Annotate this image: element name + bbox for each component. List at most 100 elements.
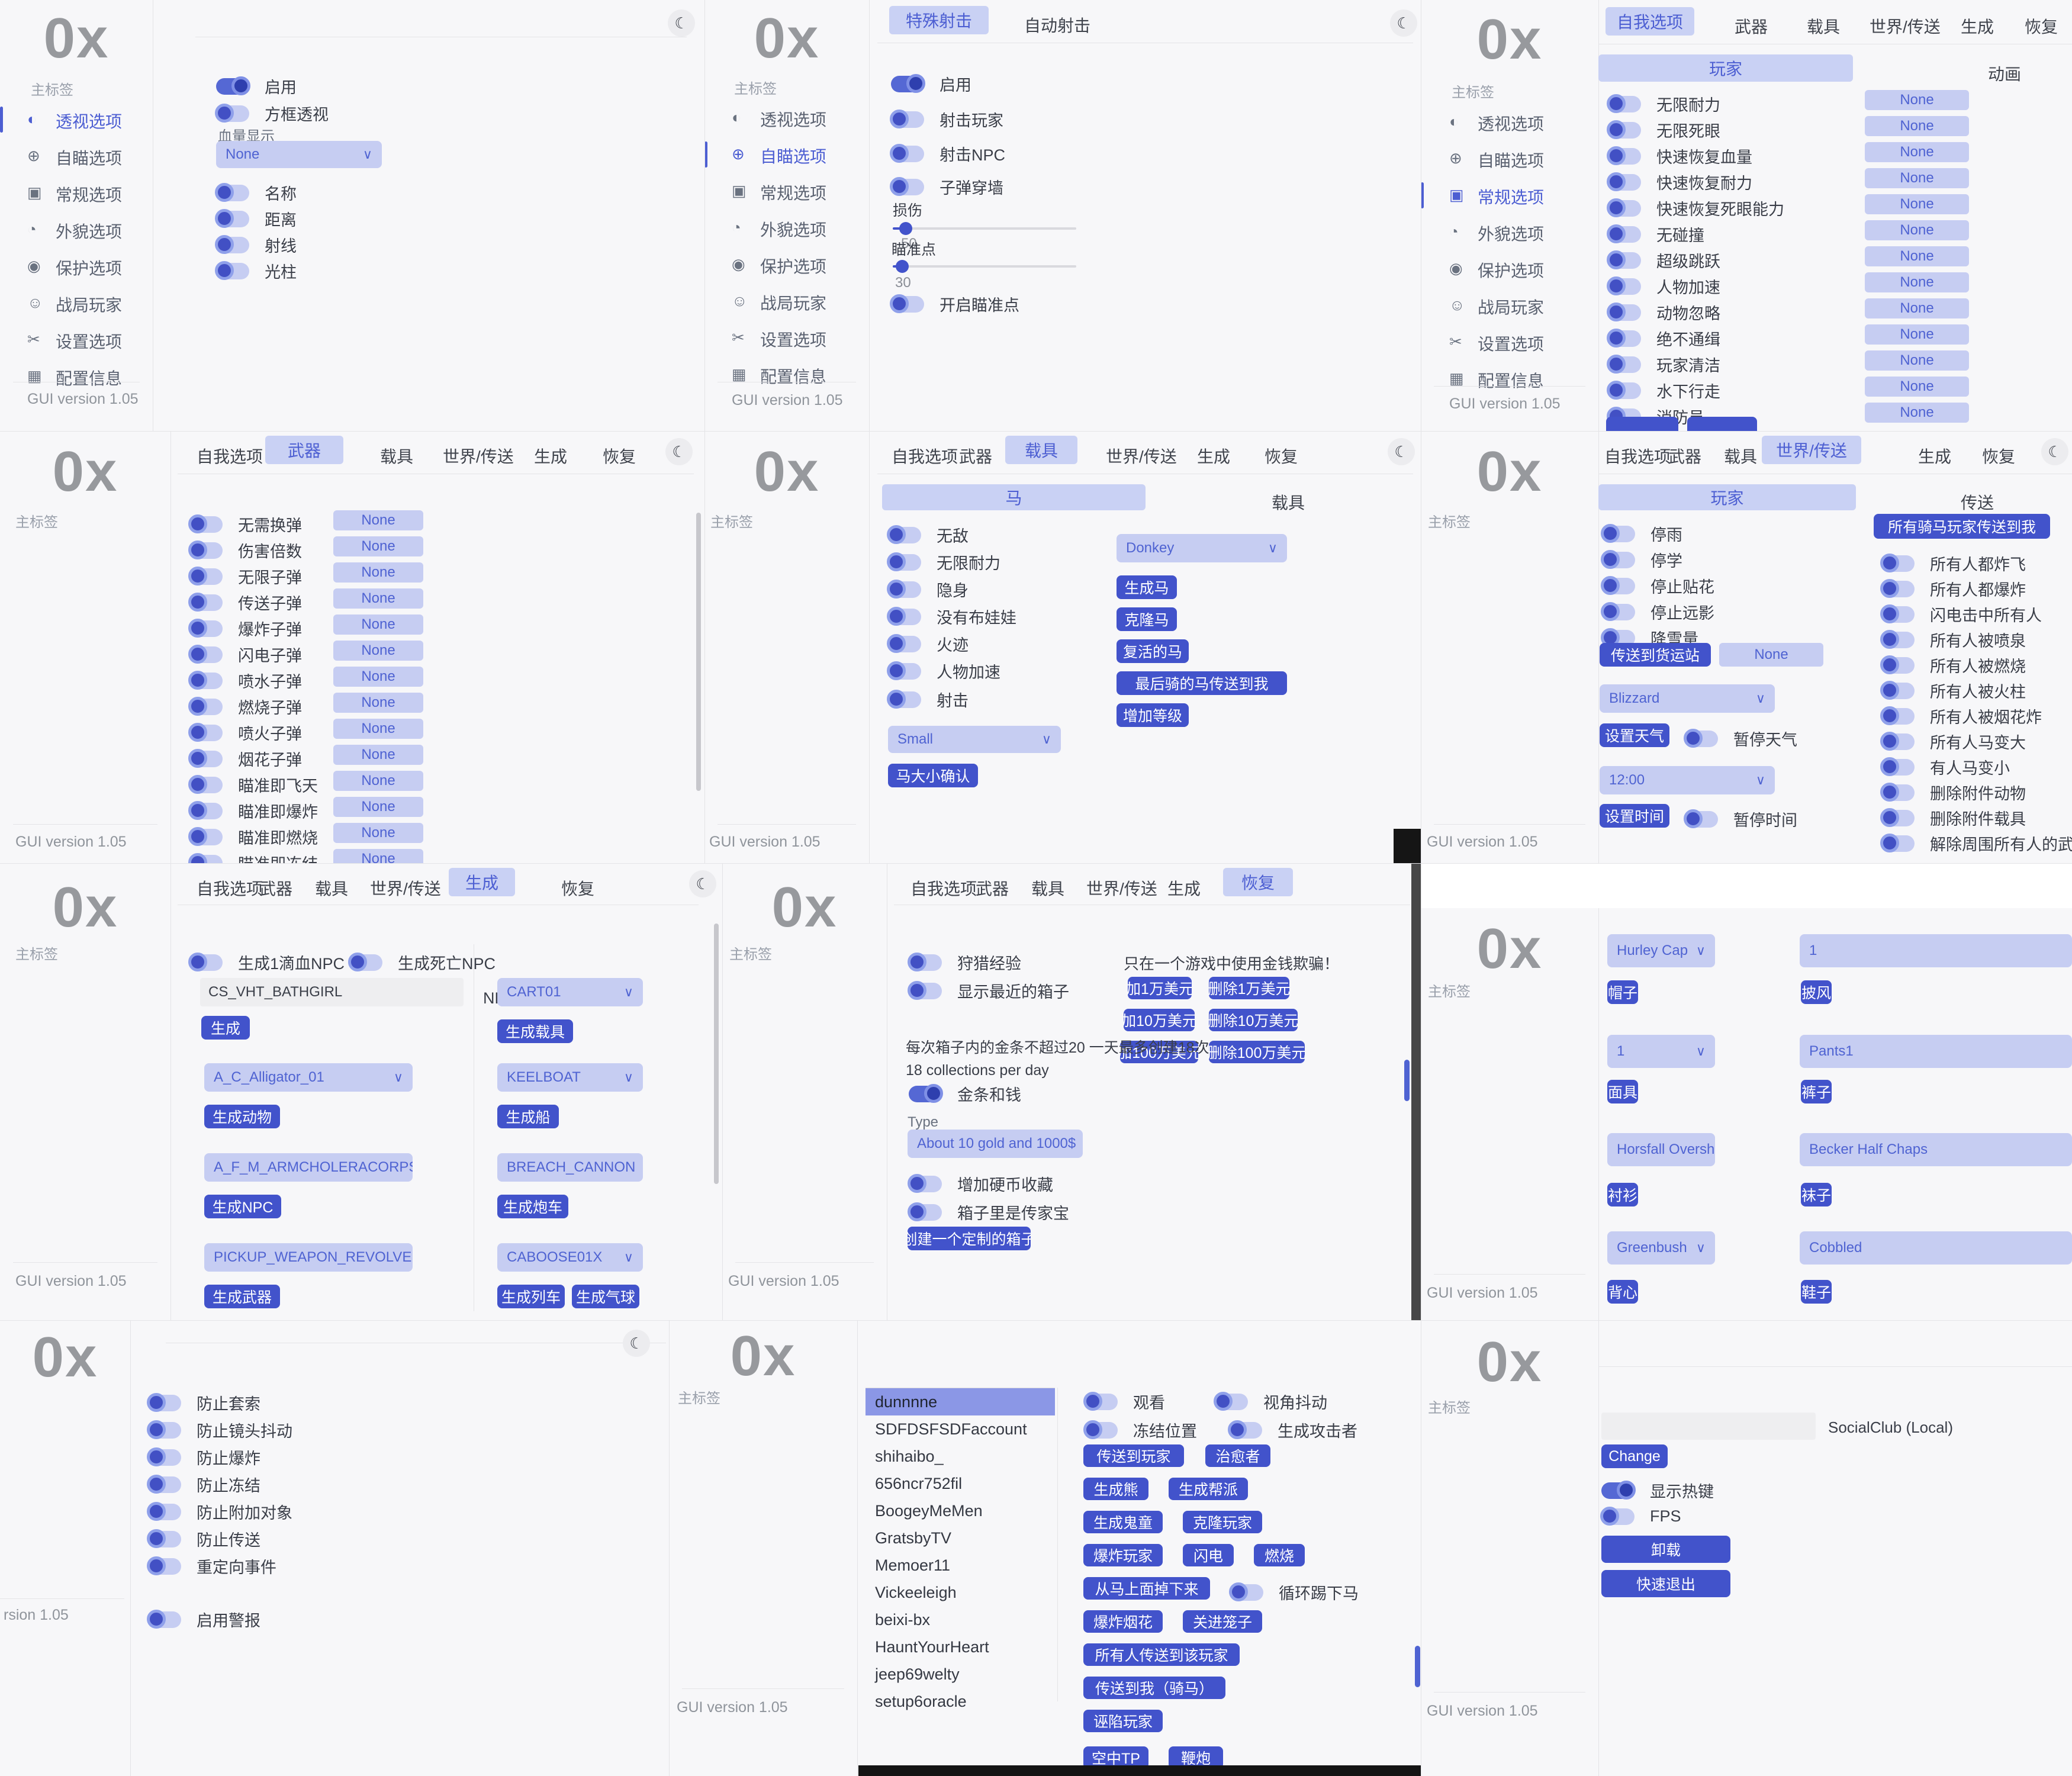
button[interactable]: 删除1万美元 — [1209, 977, 1289, 999]
dropdown[interactable]: CART01 ∨ — [497, 978, 643, 1006]
button[interactable]: 设置时间 — [1600, 804, 1669, 828]
tab-special-shot[interactable]: 特殊射击 — [889, 6, 989, 34]
button[interactable]: 生成马 — [1117, 575, 1177, 599]
button[interactable]: 快速退出 — [1601, 1570, 1730, 1597]
dropdown[interactable]: A_F_M_ARMCHOLERACORPSE∨ — [204, 1153, 413, 1182]
toggle-switch[interactable] — [147, 1474, 181, 1494]
toggle-switch[interactable] — [890, 176, 924, 196]
button[interactable]: 诬陷玩家 — [1083, 1710, 1163, 1732]
tab[interactable]: 自我选项 — [910, 880, 977, 898]
button-soft[interactable]: None — [333, 771, 423, 791]
toggle[interactable]: 停止远影 — [1601, 600, 1714, 623]
button[interactable]: 裤子 — [1801, 1080, 1832, 1103]
toggle-switch[interactable] — [1880, 807, 1915, 827]
toggle-switch[interactable] — [1083, 1420, 1118, 1439]
button[interactable]: 鞭炮 — [1169, 1746, 1223, 1769]
socialclub-input[interactable] — [1601, 1413, 1816, 1440]
toggle-switch[interactable] — [1607, 380, 1641, 400]
toggle-switch[interactable] — [147, 1609, 181, 1629]
button[interactable]: 生成 — [201, 1016, 250, 1040]
toggle[interactable]: 启用警报 — [147, 1608, 260, 1631]
toggle[interactable]: 闪电击中所有人 — [1880, 603, 2042, 626]
tab-vehicles[interactable]: 载具 — [1005, 436, 1077, 464]
button[interactable]: 生成列车 — [497, 1285, 565, 1308]
toggle-switch[interactable] — [1880, 553, 1915, 572]
button-soft[interactable]: None — [333, 510, 423, 530]
dropdown[interactable]: CABOOSE01X ∨ — [497, 1243, 643, 1272]
dropdown[interactable]: KEELBOAT ∨ — [497, 1063, 643, 1092]
toggle-switch[interactable] — [908, 1202, 942, 1221]
toggle-switch[interactable] — [188, 852, 223, 863]
toggle-switch[interactable] — [188, 540, 223, 559]
toggle-switch[interactable] — [887, 552, 921, 571]
toggle-switch[interactable] — [887, 661, 921, 680]
toggle[interactable]: 重定向事件 — [147, 1555, 276, 1578]
toggle[interactable]: 快速恢复血量 — [1607, 144, 1752, 168]
toggle-switch[interactable] — [1607, 94, 1641, 113]
button[interactable]: 闪电 — [1183, 1544, 1234, 1566]
toggle[interactable]: 伤害倍数 — [188, 539, 302, 562]
button[interactable]: 爆炸玩家 — [1083, 1544, 1163, 1566]
sidebar-item-6[interactable]: 战局玩家 — [56, 296, 123, 314]
toggle-switch[interactable] — [1684, 809, 1718, 828]
button-soft[interactable]: None — [333, 823, 423, 843]
dropdown[interactable]: Becker Half Chaps — [1800, 1133, 2072, 1166]
sidebar-item-2[interactable]: 自瞄选项 — [56, 149, 123, 168]
toggle[interactable]: 绝不通缉 — [1607, 327, 1720, 350]
toggle-switch[interactable] — [1601, 575, 1635, 595]
dropdown[interactable]: PICKUP_WEAPON_REVOLVER∨ — [204, 1243, 413, 1272]
dropdown[interactable]: Hurley Cap ∨ — [1607, 934, 1715, 967]
tab[interactable]: 世界/传送 — [443, 448, 514, 466]
tab[interactable]: 生成 — [534, 448, 568, 466]
sidebar-item-4[interactable]: 外貌选项 — [56, 223, 123, 241]
slider-knob[interactable] — [899, 222, 912, 235]
toggle[interactable]: 防止镜头抖动 — [147, 1418, 292, 1442]
scrollbar-thumb[interactable] — [1415, 1646, 1420, 1687]
button[interactable]: 袜子 — [1801, 1183, 1832, 1206]
toggle-switch[interactable] — [1880, 604, 1915, 623]
sidebar-item-6[interactable]: 战局玩家 — [1478, 298, 1545, 317]
player-row[interactable]: BoogeyMeMen — [875, 1501, 983, 1520]
toggle-switch[interactable] — [887, 633, 921, 653]
tab[interactable]: 自我选项 — [1604, 448, 1671, 466]
toggle[interactable]: 快速恢复死眼能力 — [1607, 197, 1784, 220]
sidebar-item-5[interactable]: 保护选项 — [56, 259, 123, 278]
toggle-switch[interactable] — [1601, 1480, 1636, 1500]
button[interactable] — [1687, 417, 1757, 431]
toggle-switch[interactable] — [188, 644, 223, 664]
toggle-switch[interactable] — [188, 592, 223, 612]
toggle[interactable]: 开启瞄准点 — [890, 292, 1019, 316]
button-soft[interactable]: None — [333, 641, 423, 661]
toggle-switch[interactable] — [1880, 680, 1915, 700]
toggle[interactable]: 无限死眼 — [1607, 118, 1720, 141]
button[interactable]: 克隆玩家 — [1183, 1511, 1262, 1533]
toggle[interactable]: 瞄准即爆炸 — [188, 799, 318, 822]
dropdown[interactable]: Greenbush ∨ — [1607, 1231, 1715, 1265]
button[interactable]: 鞋子 — [1801, 1280, 1832, 1304]
button-soft[interactable]: None — [1865, 324, 1969, 345]
toggle-switch[interactable] — [1607, 146, 1641, 165]
button[interactable]: 加100万美元 — [1120, 1041, 1198, 1063]
toggle-switch[interactable] — [1600, 1506, 1635, 1526]
toggle-switch[interactable] — [1601, 601, 1635, 621]
button[interactable]: Change — [1601, 1444, 1668, 1468]
toggle-switch[interactable] — [188, 952, 223, 971]
toggle-switch[interactable] — [1607, 250, 1641, 269]
toggle-switch[interactable] — [1228, 1420, 1262, 1439]
toggle[interactable]: 防止冻结 — [147, 1473, 260, 1496]
toggle[interactable]: 防止附加对象 — [147, 1500, 292, 1523]
toggle-switch[interactable] — [887, 689, 921, 709]
toggle[interactable]: 所有人被喷泉 — [1880, 628, 2026, 651]
toggle-switch[interactable] — [1880, 578, 1915, 598]
toggle-switch[interactable] — [891, 73, 925, 93]
toggle-switch[interactable] — [1684, 728, 1718, 748]
button-soft[interactable]: None — [333, 588, 423, 609]
toggle[interactable]: 方框透视 — [215, 102, 329, 125]
button[interactable]: 删除100万美元 — [1209, 1041, 1305, 1063]
toggle-switch[interactable] — [147, 1529, 181, 1548]
toggle[interactable]: 水下行走 — [1607, 379, 1720, 402]
button[interactable]: 传送到我（骑马） — [1083, 1677, 1225, 1699]
toggle[interactable]: 喷水子弹 — [188, 669, 302, 692]
toggle-switch[interactable] — [887, 525, 921, 544]
toggle[interactable]: 人物加速 — [1607, 275, 1720, 298]
